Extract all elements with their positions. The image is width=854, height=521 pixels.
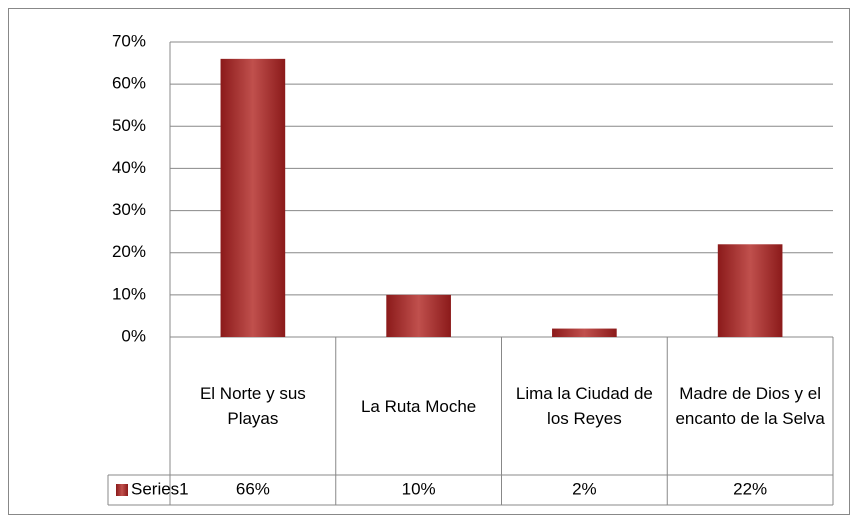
x-tick-label: Lima la Ciudad de los Reyes [515,384,653,428]
legend-label: Series1 [131,479,189,498]
data-table-value: 2% [572,479,597,498]
y-tick-label: 60% [112,74,146,93]
chart-border [8,8,850,515]
bar [552,328,617,337]
bar [220,58,286,337]
data-table-value: 22% [733,479,767,498]
data-table-value: 10% [402,479,436,498]
legend-key [116,484,128,496]
x-tick-label: Madre de Dios y el encanto de la Selva [675,384,825,428]
y-tick-label: 70% [112,31,146,50]
bar [386,294,451,337]
y-tick-label: 20% [112,242,146,261]
data-table-value: 66% [236,479,270,498]
x-tick-label: La Ruta Moche [360,396,477,416]
y-tick-label: 50% [112,116,146,135]
y-tick-label: 40% [112,158,146,177]
y-tick-label: 10% [112,284,146,303]
bar [717,244,783,337]
x-tick-label: El Norte y sus Playas [199,384,306,428]
y-tick-label: 30% [112,200,146,219]
y-tick-label: 0% [121,326,146,345]
